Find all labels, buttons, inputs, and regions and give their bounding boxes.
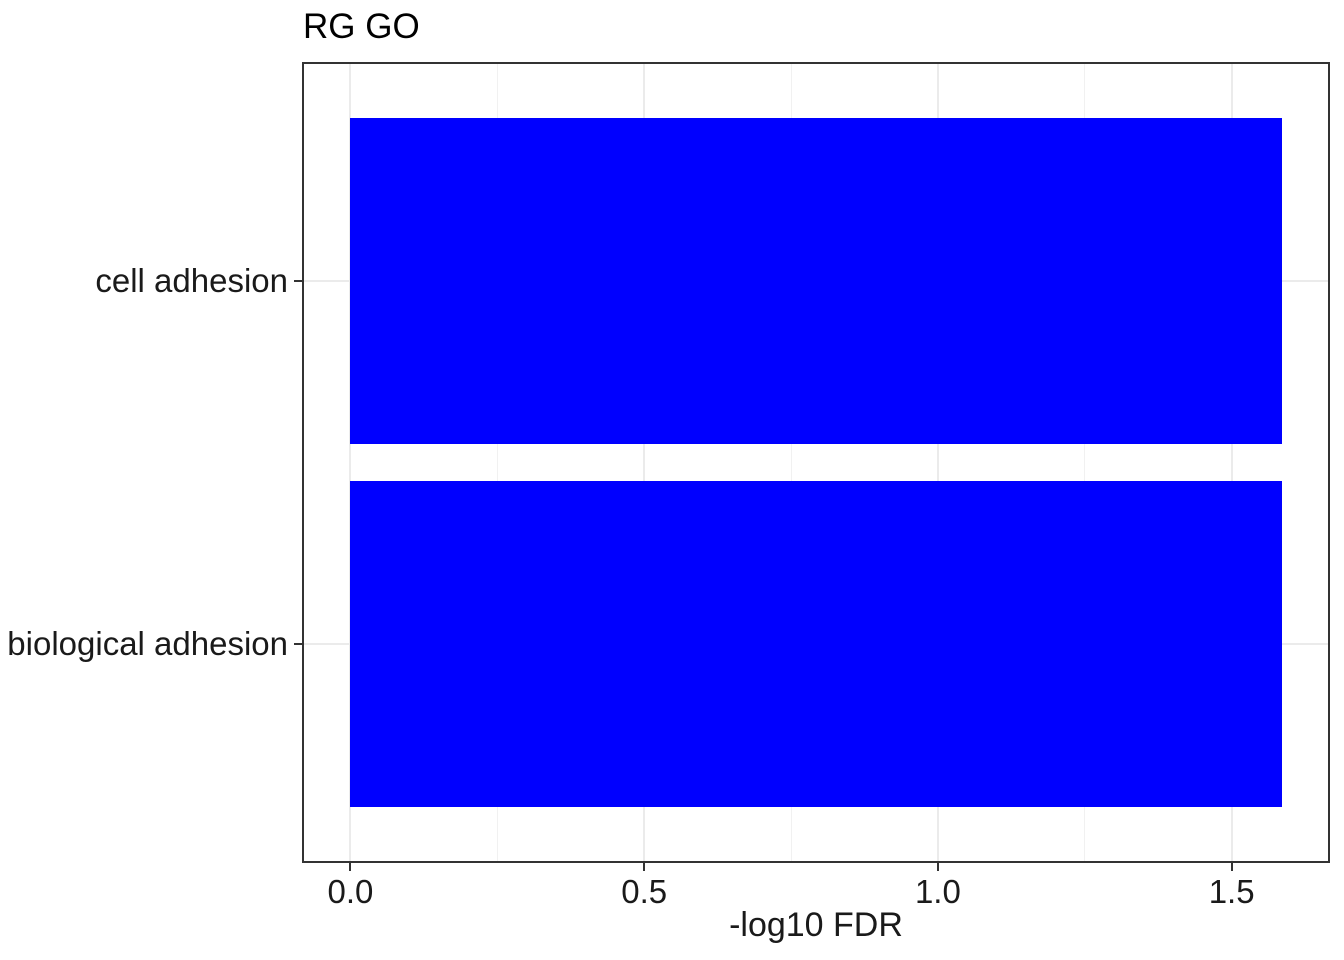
x-tick-label: 0.5 — [621, 873, 668, 910]
y-axis-tick — [294, 280, 302, 283]
bar-cell-adhesion — [350, 118, 1282, 445]
x-axis-title: -log10 FDR — [729, 906, 903, 944]
y-tick-label: cell adhesion — [95, 262, 288, 300]
x-tick-label: 1.5 — [1208, 873, 1255, 910]
x-axis-tick — [1230, 863, 1233, 871]
y-axis-tick — [294, 642, 302, 645]
gridline-major-vertical — [643, 64, 646, 861]
chart-title: RG GO — [303, 7, 420, 46]
gridline-major-vertical — [349, 64, 352, 861]
y-tick-label: biological adhesion — [7, 624, 288, 662]
gridline-major-vertical — [1230, 64, 1233, 861]
x-tick-label: 0.0 — [327, 873, 374, 910]
x-axis-tick — [643, 863, 646, 871]
x-axis-tick — [936, 863, 939, 871]
x-tick-label: 1.0 — [914, 873, 961, 910]
plot-panel — [302, 62, 1330, 863]
gridline-major-vertical — [936, 64, 939, 861]
x-axis-tick — [349, 863, 352, 871]
gridline-minor-vertical — [790, 64, 792, 861]
gridline-minor-vertical — [496, 64, 498, 861]
bar-biological-adhesion — [350, 480, 1282, 807]
gridline-minor-vertical — [1084, 64, 1086, 861]
